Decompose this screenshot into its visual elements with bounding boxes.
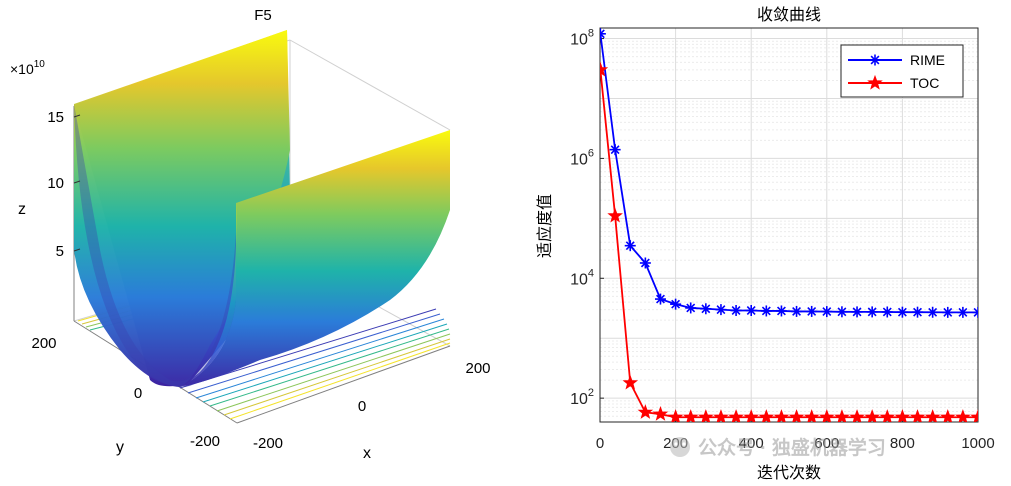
- data-point-toc: [743, 409, 759, 422]
- surface-trough: [74, 104, 237, 388]
- data-point-rime: [806, 305, 818, 317]
- data-point-rime: [942, 306, 954, 318]
- surface-plot: F5: [10, 7, 491, 462]
- data-point-toc: [879, 409, 896, 422]
- z-tick: 10: [47, 175, 64, 192]
- data-point-toc: [682, 409, 699, 422]
- data-point-rime: [624, 240, 636, 252]
- watermark-text: 公众号 · 独盛机器学习: [698, 436, 886, 459]
- y-tick: 0: [134, 385, 142, 402]
- data-point-rime: [836, 306, 848, 318]
- data-point-rime: [600, 28, 606, 40]
- data-point-rime: [760, 305, 772, 317]
- data-point-rime: [851, 306, 863, 318]
- data-point-rime: [685, 302, 697, 314]
- data-point-toc: [894, 409, 911, 422]
- legend-label-toc: TOC: [910, 75, 939, 91]
- chart-title: 收敛曲线: [757, 5, 821, 24]
- z-axis-label: z: [18, 201, 26, 218]
- data-point-toc: [622, 374, 639, 390]
- x-tick-label: 400: [739, 435, 764, 452]
- y-axis-label: y: [116, 439, 124, 456]
- legend-star-icon: [867, 74, 883, 90]
- y-tick: -200: [190, 433, 220, 450]
- legend: RIME TOC: [840, 44, 964, 98]
- y-axis: 200 0 -200 y: [31, 335, 220, 456]
- legend-marker-toc: [867, 74, 883, 90]
- data-point-rime: [896, 306, 908, 318]
- legend-asterisk-icon: [869, 54, 881, 66]
- data-point-toc: [909, 409, 926, 422]
- data-point-toc: [849, 409, 865, 422]
- data-point-rime: [639, 257, 651, 269]
- z-tick: 15: [47, 109, 64, 126]
- y-tick-label: 102: [570, 387, 594, 408]
- data-point-rime: [821, 306, 833, 318]
- data-point-toc: [939, 409, 956, 422]
- data-point-rime: [670, 298, 682, 310]
- z-tick: 5: [56, 243, 64, 260]
- data-point-rime: [957, 306, 969, 318]
- legend-marker-rime: [869, 54, 881, 66]
- data-point-toc: [970, 409, 978, 422]
- data-point-rime: [700, 303, 712, 315]
- x-tick: -200: [253, 435, 283, 452]
- data-point-rime: [609, 144, 621, 156]
- surface-right: [182, 130, 450, 386]
- data-point-rime: [654, 293, 666, 305]
- x-tick: 200: [465, 360, 490, 377]
- x-tick-label: 600: [814, 435, 839, 452]
- data-point-toc: [955, 409, 971, 422]
- data-point-rime: [927, 306, 939, 318]
- data-point-rime: [730, 305, 742, 317]
- x-tick-label: 0: [596, 435, 604, 452]
- data-point-toc: [637, 404, 654, 419]
- data-point-toc: [698, 409, 714, 422]
- data-point-toc: [803, 409, 820, 422]
- data-point-rime: [912, 306, 924, 318]
- data-point-rime: [866, 306, 878, 318]
- data-point-toc: [758, 409, 775, 422]
- data-point-toc: [773, 409, 790, 422]
- wechat-logo-icon: [670, 437, 690, 457]
- data-point-rime: [972, 306, 978, 318]
- convergence-chart: 收敛曲线 迭代次数 适应度值 0200400600800100010210410…: [535, 5, 995, 482]
- data-point-rime: [791, 305, 803, 317]
- data-point-toc: [834, 409, 850, 422]
- data-point-toc: [924, 409, 941, 422]
- y-tick: 200: [31, 335, 56, 352]
- y-tick-label: 106: [570, 147, 594, 168]
- chart-xlabel: 迭代次数: [757, 463, 821, 482]
- x-axis: -200 0 200 x: [253, 360, 491, 462]
- data-point-toc: [864, 409, 880, 422]
- data-point-toc: [607, 207, 623, 223]
- legend-label-rime: RIME: [910, 52, 945, 68]
- data-point-rime: [775, 305, 787, 317]
- y-tick-label: 104: [570, 267, 594, 288]
- x-axis-label: x: [363, 445, 371, 462]
- x-tick-label: 1000: [961, 435, 994, 452]
- legend-box: [840, 44, 964, 98]
- data-point-toc: [713, 409, 729, 422]
- x-tick-label: 800: [890, 435, 915, 452]
- data-point-rime: [745, 305, 757, 317]
- data-point-toc: [652, 406, 669, 421]
- data-point-toc: [667, 409, 684, 422]
- x-tick: 0: [358, 398, 366, 415]
- z-exponent: ×1010: [10, 59, 45, 77]
- data-point-toc: [788, 409, 805, 422]
- watermark: 公众号 · 独盛机器学习: [670, 436, 886, 459]
- data-point-toc: [728, 409, 744, 422]
- data-point-rime: [881, 306, 893, 318]
- data-point-toc: [600, 61, 609, 77]
- y-tick-label: 108: [570, 28, 594, 49]
- z-axis: 15 10 5 z ×1010: [10, 59, 81, 260]
- left-title: F5: [254, 7, 272, 24]
- data-point-rime: [715, 304, 727, 316]
- data-point-toc: [819, 409, 835, 422]
- series-layer: [600, 28, 978, 422]
- chart-ylabel: 适应度值: [535, 194, 554, 258]
